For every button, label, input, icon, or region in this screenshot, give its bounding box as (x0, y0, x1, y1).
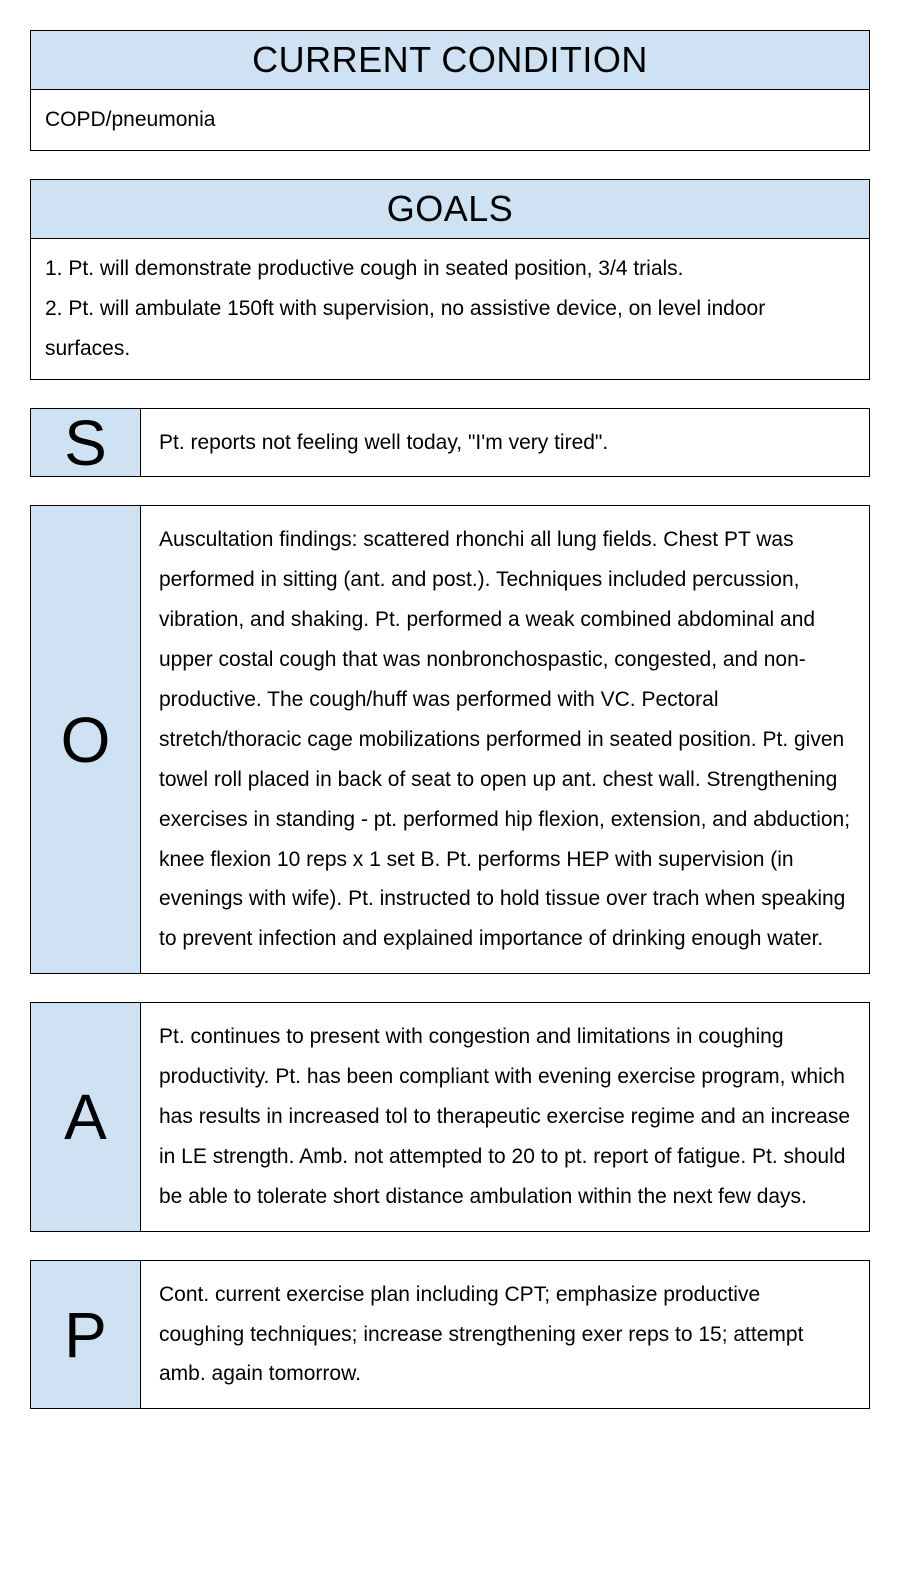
current-condition-header: CURRENT CONDITION (31, 31, 869, 90)
soap-p-row: P Cont. current exercise plan including … (30, 1260, 870, 1410)
soap-s-content: Pt. reports not feeling well today, "I'm… (141, 409, 869, 477)
soap-a-row: A Pt. continues to present with congesti… (30, 1002, 870, 1231)
current-condition-section: CURRENT CONDITION COPD/pneumonia (30, 30, 870, 151)
soap-o-row: O Auscultation findings: scattered rhonc… (30, 505, 870, 974)
soap-letter-a: A (31, 1003, 141, 1230)
soap-letter-o: O (31, 506, 141, 973)
goals-body: 1. Pt. will demonstrate productive cough… (31, 239, 869, 379)
goals-section: GOALS 1. Pt. will demonstrate productive… (30, 179, 870, 380)
soap-a-content: Pt. continues to present with congestion… (141, 1003, 869, 1230)
goal-item: 1. Pt. will demonstrate productive cough… (45, 249, 855, 289)
current-condition-body: COPD/pneumonia (31, 90, 869, 150)
soap-letter-p: P (31, 1261, 141, 1409)
soap-s-row: S Pt. reports not feeling well today, "I… (30, 408, 870, 478)
soap-o-content: Auscultation findings: scattered rhonchi… (141, 506, 869, 973)
goal-item: 2. Pt. will ambulate 150ft with supervis… (45, 289, 855, 369)
soap-p-content: Cont. current exercise plan including CP… (141, 1261, 869, 1409)
goals-header: GOALS (31, 180, 869, 239)
soap-letter-s: S (31, 409, 141, 477)
